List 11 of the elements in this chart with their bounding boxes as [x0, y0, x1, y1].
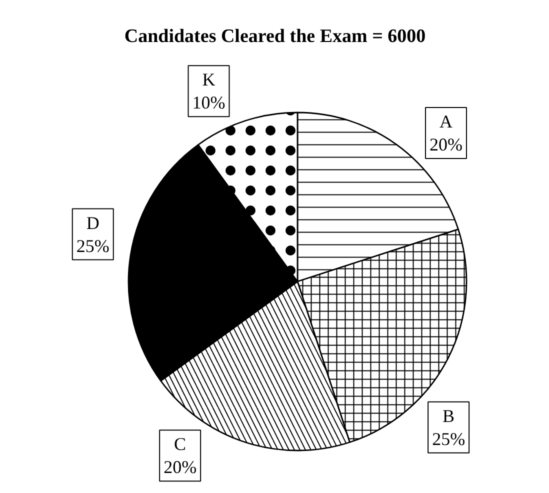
slice-label: B [442, 406, 455, 426]
slice-label: C [174, 434, 186, 454]
data-label: 25% [76, 236, 110, 256]
data-label: 20% [429, 134, 462, 155]
data-label: 10% [192, 92, 226, 113]
chart-title: Candidates Cleared the Exam = 6000 [124, 26, 426, 47]
data-label: 20% [164, 457, 197, 478]
data-label: 25% [432, 428, 466, 449]
slice-label: D [86, 212, 100, 233]
slice-label: K [202, 70, 216, 90]
slice-label: A [439, 112, 452, 132]
